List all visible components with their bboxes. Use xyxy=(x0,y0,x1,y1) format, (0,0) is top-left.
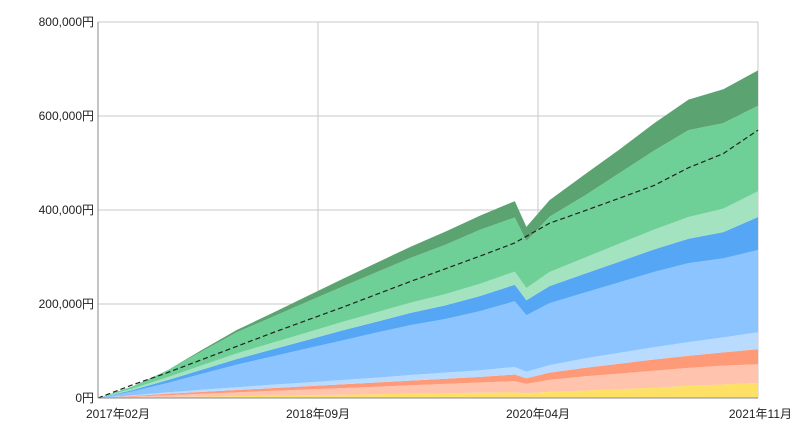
y-tick-label: 600,000円 xyxy=(39,109,94,123)
y-tick-label: 0円 xyxy=(75,391,94,405)
area-series-5 xyxy=(98,250,758,398)
y-tick-label: 400,000円 xyxy=(39,203,94,217)
y-tick-label: 800,000円 xyxy=(39,15,94,29)
x-tick-label: 2020年04月 xyxy=(506,407,570,421)
trend-line xyxy=(97,129,759,399)
area-series-8 xyxy=(98,105,758,398)
x-tick-label: 2017年02月 xyxy=(86,407,150,421)
y-tick-label: 200,000円 xyxy=(39,297,94,311)
area-series-2 xyxy=(98,364,758,398)
x-tick-label: 2018年09月 xyxy=(286,407,350,421)
area-series-6 xyxy=(98,217,758,398)
area-series-7 xyxy=(98,191,758,398)
area-series-9 xyxy=(98,70,758,399)
area-series-1 xyxy=(98,383,758,398)
x-tick-label: 2021年11月 xyxy=(729,407,792,421)
